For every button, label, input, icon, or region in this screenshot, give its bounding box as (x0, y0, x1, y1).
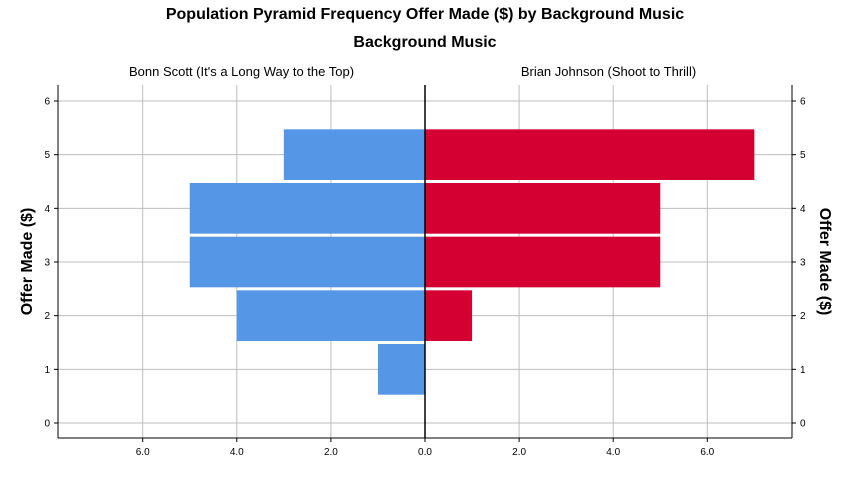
y-tick-label-right-0: 0 (800, 419, 806, 430)
chart-title: Population Pyramid Frequency Offer Made … (165, 6, 685, 23)
x-tick-label-right-4: 4.0 (606, 447, 620, 458)
x-tick-label-right-2: 2.0 (512, 447, 526, 458)
y-tick-label-right-5: 5 (800, 150, 806, 161)
x-tick-label-right-6: 6.0 (700, 447, 714, 458)
y-tick-label-left-1: 1 (44, 365, 50, 376)
y-tick-label-left-3: 3 (44, 258, 50, 269)
x-tick-label-left-6: 6.0 (136, 447, 150, 458)
bar-right-2 (425, 290, 473, 341)
chart-subtitle: Background Music (353, 34, 497, 51)
bar-left-5 (283, 129, 425, 180)
y-tick-label-right-2: 2 (800, 311, 806, 322)
y-tick-label-right-1: 1 (800, 365, 806, 376)
y-tick-label-left-6: 6 (44, 97, 50, 108)
x-tick-label-left-2: 2.0 (324, 447, 338, 458)
bar-left-4 (189, 183, 425, 234)
y-tick-label-left-0: 0 (44, 419, 50, 430)
y-tick-label-left-5: 5 (44, 150, 50, 161)
y-tick-label-left-2: 2 (44, 311, 50, 322)
y-tick-label-right-3: 3 (800, 258, 806, 269)
y-axis-title-right: Offer Made ($) (816, 208, 833, 316)
panel-label-right: Brian Johnson (Shoot to Thrill) (520, 64, 697, 79)
y-tick-label-right-4: 4 (800, 204, 806, 215)
bar-left-1 (377, 344, 425, 395)
y-tick-label-right-6: 6 (800, 97, 806, 108)
bar-left-3 (189, 236, 425, 288)
y-axis-title-left: Offer Made ($) (19, 208, 36, 316)
bar-left-2 (236, 290, 425, 341)
y-tick-label-left-4: 4 (44, 204, 50, 215)
x-tick-label-left-4: 4.0 (230, 447, 244, 458)
bar-right-5 (425, 129, 755, 180)
panel-label-left: Bonn Scott (It's a Long Way to the Top) (128, 64, 355, 79)
bar-right-3 (425, 236, 661, 288)
bar-right-4 (425, 183, 661, 234)
x-tick-label-center: 0.0 (418, 447, 432, 458)
